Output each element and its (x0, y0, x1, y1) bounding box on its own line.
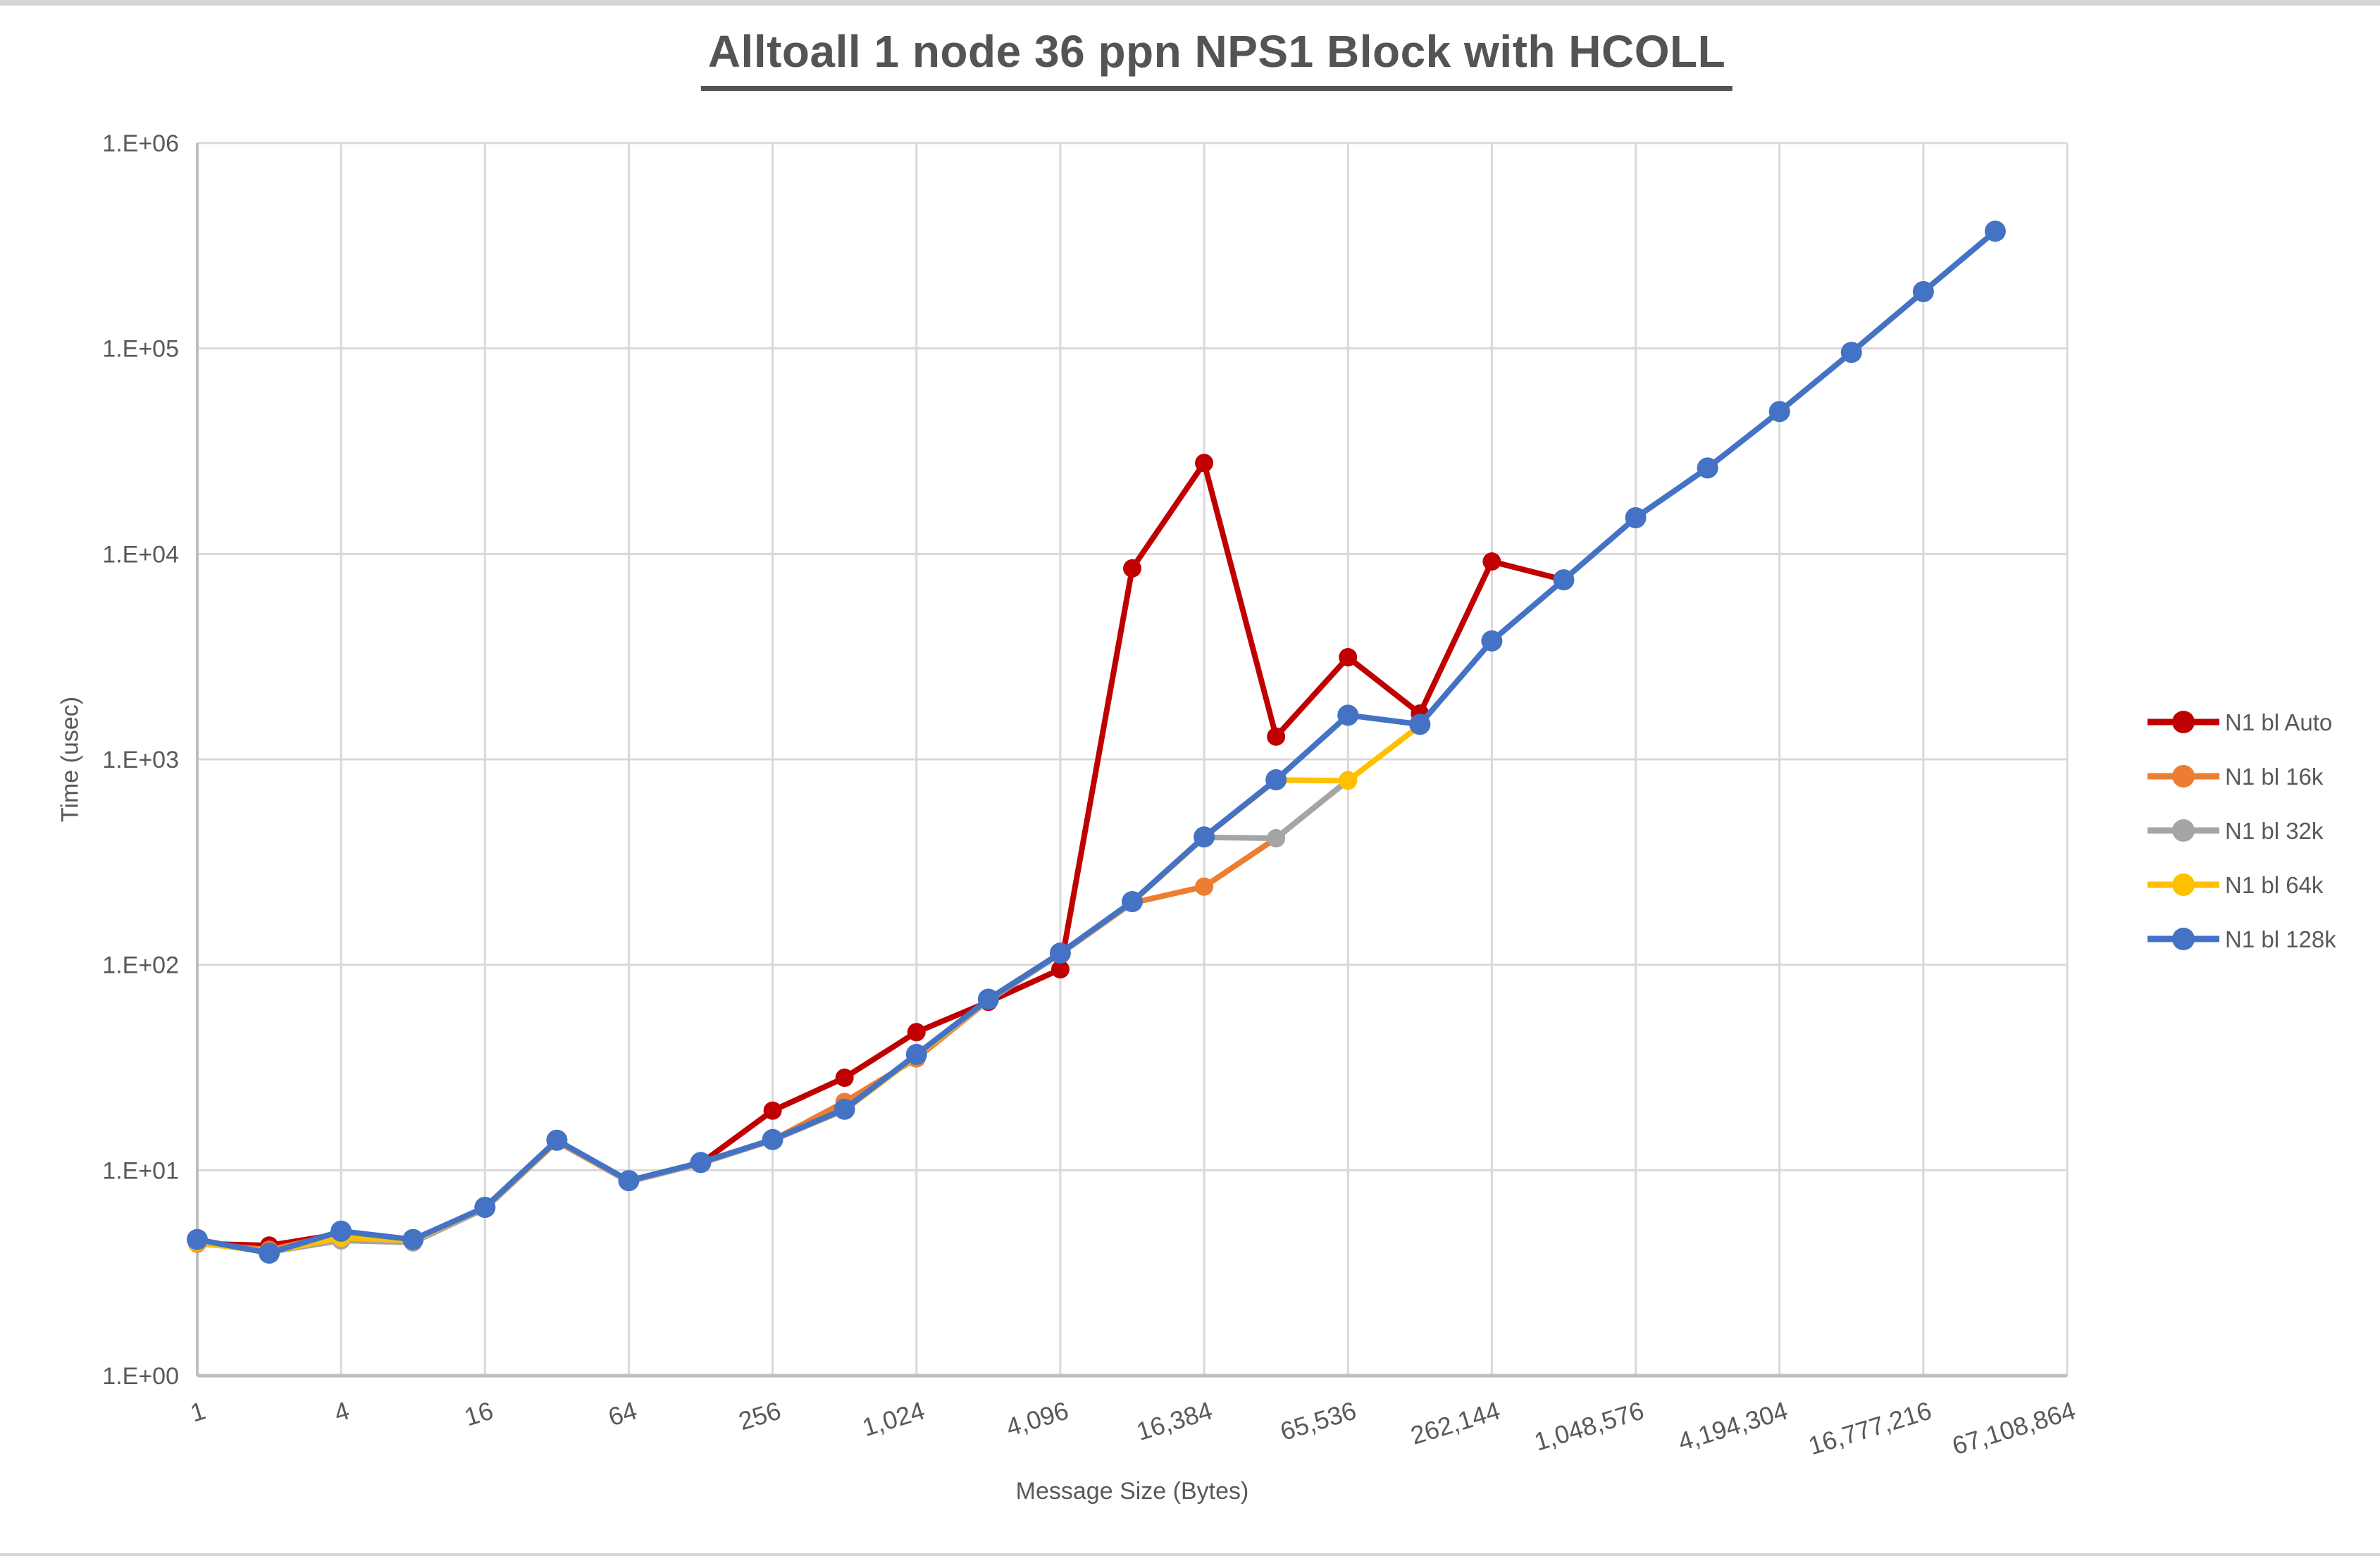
y-tick-label: 1.E+05 (102, 336, 179, 363)
data-point-n1-bl-128k (1553, 569, 1575, 591)
data-point-n1-bl-128k (1194, 826, 1215, 848)
legend-item: N1 bl 64k (2147, 872, 2324, 898)
x-tick-label: 4,194,304 (1675, 1395, 1791, 1456)
data-point-n1-bl-auto (1123, 559, 1141, 578)
x-tick-label: 1,048,576 (1531, 1395, 1647, 1456)
data-point-n1-bl-128k (618, 1170, 640, 1192)
data-point-n1-bl-128k (1912, 281, 1934, 303)
series-n1-bl-128k (187, 220, 2006, 1264)
data-point-n1-bl-32k (1267, 829, 1286, 848)
legend-marker-dot (2172, 711, 2195, 733)
data-point-n1-bl-128k (474, 1196, 496, 1218)
data-point-n1-bl-128k (1768, 401, 1790, 423)
x-tick-label: 16,777,216 (1805, 1395, 1935, 1460)
window-top-edge (0, 0, 2380, 6)
series-line-n1-bl-auto (194, 460, 1567, 1249)
legend-marker-dot (2172, 873, 2195, 896)
legend-marker-dot (2172, 928, 2195, 950)
legend-item: N1 bl 16k (2147, 764, 2324, 790)
data-point-n1-bl-128k (833, 1098, 855, 1120)
y-tick-label: 1.E+00 (102, 1363, 179, 1390)
data-point-n1-bl-128k (762, 1128, 783, 1150)
data-point-n1-bl-128k (1840, 342, 1862, 363)
y-tick-label: 1.E+02 (102, 952, 179, 979)
x-tick-label: 256 (736, 1395, 784, 1436)
x-axis-title: Message Size (Bytes) (1015, 1478, 1249, 1505)
data-point-n1-bl-16k (1195, 877, 1214, 896)
data-point-n1-bl-auto (835, 1069, 854, 1088)
y-tick-label: 1.E+06 (102, 130, 179, 157)
data-point-n1-bl-64k (1339, 771, 1358, 790)
window-bottom-edge (0, 1553, 2380, 1556)
data-point-n1-bl-128k (977, 988, 999, 1010)
legend-item: N1 bl 32k (2147, 818, 2324, 844)
x-tick-label: 4,096 (1003, 1395, 1072, 1442)
data-point-n1-bl-128k (1265, 769, 1287, 791)
x-tick-label: 4 (330, 1395, 352, 1427)
data-point-n1-bl-auto (1195, 454, 1214, 473)
data-point-n1-bl-auto (1267, 727, 1286, 746)
legend-label: N1 bl 16k (2225, 764, 2324, 790)
legend-label: N1 bl 64k (2225, 872, 2324, 898)
data-point-n1-bl-128k (1122, 890, 1143, 912)
legend-label: N1 bl Auto (2225, 709, 2332, 735)
legend-label: N1 bl 128k (2225, 926, 2336, 952)
data-point-n1-bl-128k (259, 1242, 280, 1264)
y-tick-label: 1.E+04 (102, 541, 179, 568)
x-tick-label: 16 (461, 1395, 496, 1431)
data-point-n1-bl-auto (907, 1023, 926, 1042)
data-point-n1-bl-128k (546, 1129, 568, 1151)
y-tick-label: 1.E+03 (102, 747, 179, 773)
data-point-n1-bl-auto (1050, 960, 1070, 979)
x-tick-label: 262,144 (1407, 1395, 1503, 1450)
data-point-n1-bl-128k (402, 1228, 424, 1250)
data-point-n1-bl-128k (905, 1043, 927, 1065)
series-n1-bl-64k (188, 716, 1430, 1262)
legend-item: N1 bl 128k (2147, 926, 2336, 952)
chart-title: Alltoall 1 node 36 ppn NPS1 Block with H… (700, 25, 1733, 91)
data-point-n1-bl-128k (1409, 714, 1431, 735)
data-point-n1-bl-auto (1339, 648, 1358, 667)
legend: N1 bl Auto N1 bl 16k N1 bl 32k N1 bl 64k N1 … (2147, 709, 2336, 952)
series-line-n1-bl-128k (194, 228, 1998, 1256)
series-line-n1-bl-64k (194, 723, 1423, 1255)
x-tick-label: 1,024 (859, 1395, 928, 1442)
data-point-n1-bl-128k (1984, 220, 2006, 242)
y-tick-labels: 1.E+00 1.E+01 1.E+02 1.E+03 1.E+04 1.E+05 1.E+… (102, 130, 179, 1390)
data-point-n1-bl-128k (690, 1152, 712, 1174)
x-tick-label: 65,536 (1277, 1395, 1359, 1445)
y-tick-label: 1.E+01 (102, 1157, 179, 1184)
legend-marker-dot (2172, 819, 2195, 842)
x-tick-labels: 1 4 16 64 256 1,024 4,096 16,384 65,536 262,144 1,… (187, 1395, 2078, 1460)
data-point-n1-bl-auto (1482, 552, 1501, 571)
x-tick-label: 64 (605, 1395, 640, 1431)
data-point-n1-bl-128k (1049, 942, 1071, 964)
data-point-n1-bl-auto (763, 1101, 782, 1120)
data-point-n1-bl-128k (1625, 506, 1647, 528)
x-tick-label: 16,384 (1133, 1395, 1215, 1445)
data-point-n1-bl-128k (1481, 630, 1503, 652)
data-point-n1-bl-128k (187, 1228, 208, 1250)
gridlines (196, 142, 2069, 1377)
x-tick-label: 67,108,864 (1949, 1395, 2078, 1460)
legend-label: N1 bl 32k (2225, 818, 2324, 844)
x-tick-label: 1 (187, 1395, 209, 1427)
data-point-n1-bl-128k (330, 1220, 352, 1242)
series-n1-bl-auto (188, 454, 1573, 1255)
data-point-n1-bl-128k (1337, 704, 1359, 726)
data-point-n1-bl-128k (1697, 457, 1718, 479)
legend-item: N1 bl Auto (2147, 709, 2332, 735)
legend-marker-dot (2172, 765, 2195, 788)
